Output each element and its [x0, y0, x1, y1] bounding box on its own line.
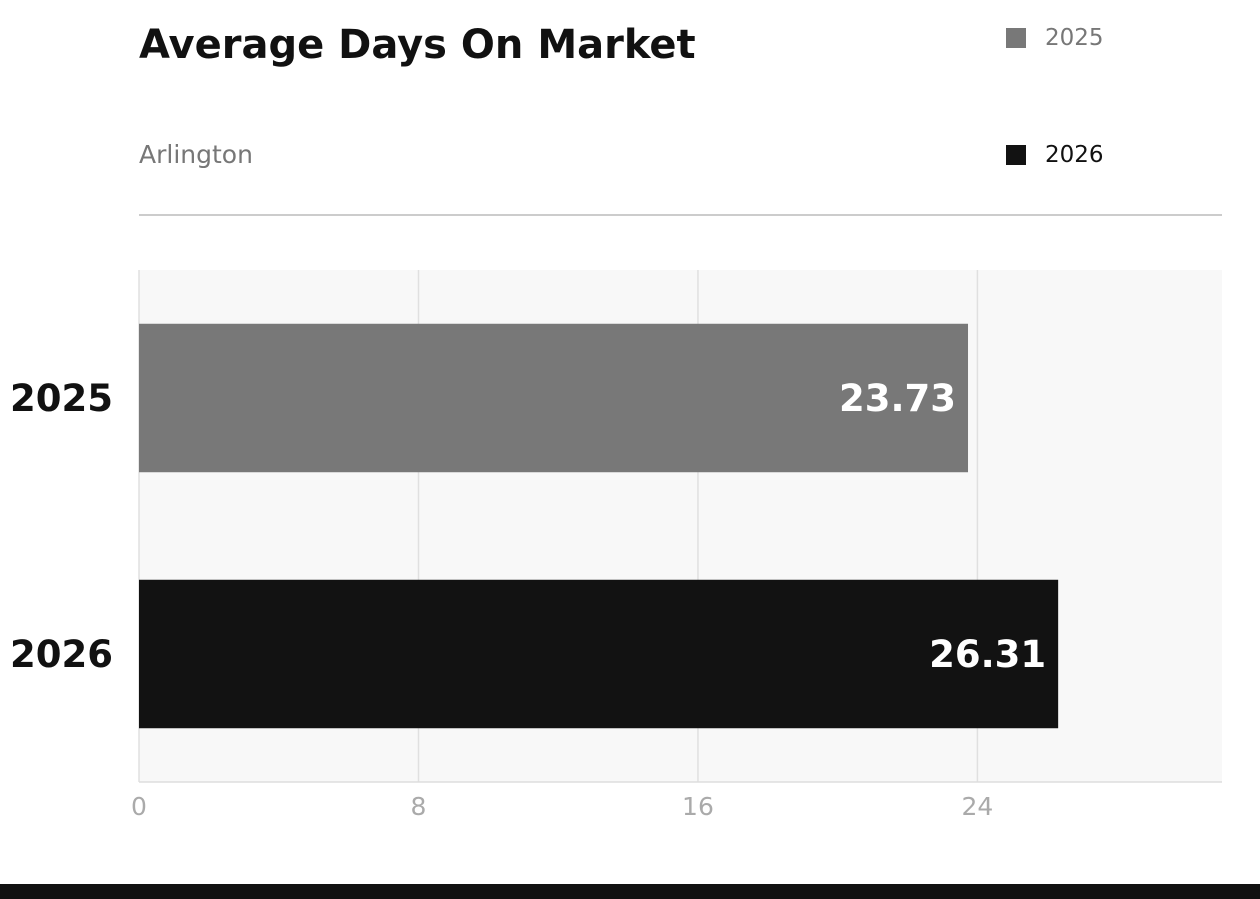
bar-2025 — [139, 323, 969, 473]
x-tick-label-0: 0 — [131, 792, 147, 821]
legend-item-2025: 2025 — [1006, 25, 1104, 51]
footer-bar — [0, 884, 1260, 899]
bar-value-label-2026: 26.31 — [929, 633, 1046, 676]
x-tick-label-24: 24 — [962, 792, 994, 821]
bar-2026 — [139, 579, 1059, 729]
x-tick-label-8: 8 — [411, 792, 427, 821]
bar-value-label-2025: 23.73 — [839, 377, 956, 420]
legend-label-2026: 2026 — [1045, 142, 1104, 168]
chart-subtitle: Arlington — [139, 140, 253, 169]
y-category-label-2025: 2025 — [10, 377, 113, 420]
header-divider — [139, 214, 1222, 216]
chart-title: Average Days On Market — [139, 22, 696, 68]
y-category-label-2026: 2026 — [10, 633, 113, 676]
legend-swatch-2025 — [1006, 28, 1026, 48]
legend-item-2026: 2026 — [1006, 142, 1104, 168]
bar-chart: 0 8 16 24 23.73 2025 26.31 2026 — [10, 270, 1222, 821]
legend-swatch-2026 — [1006, 145, 1026, 165]
x-tick-label-16: 16 — [682, 792, 714, 821]
legend-label-2025: 2025 — [1045, 25, 1104, 51]
